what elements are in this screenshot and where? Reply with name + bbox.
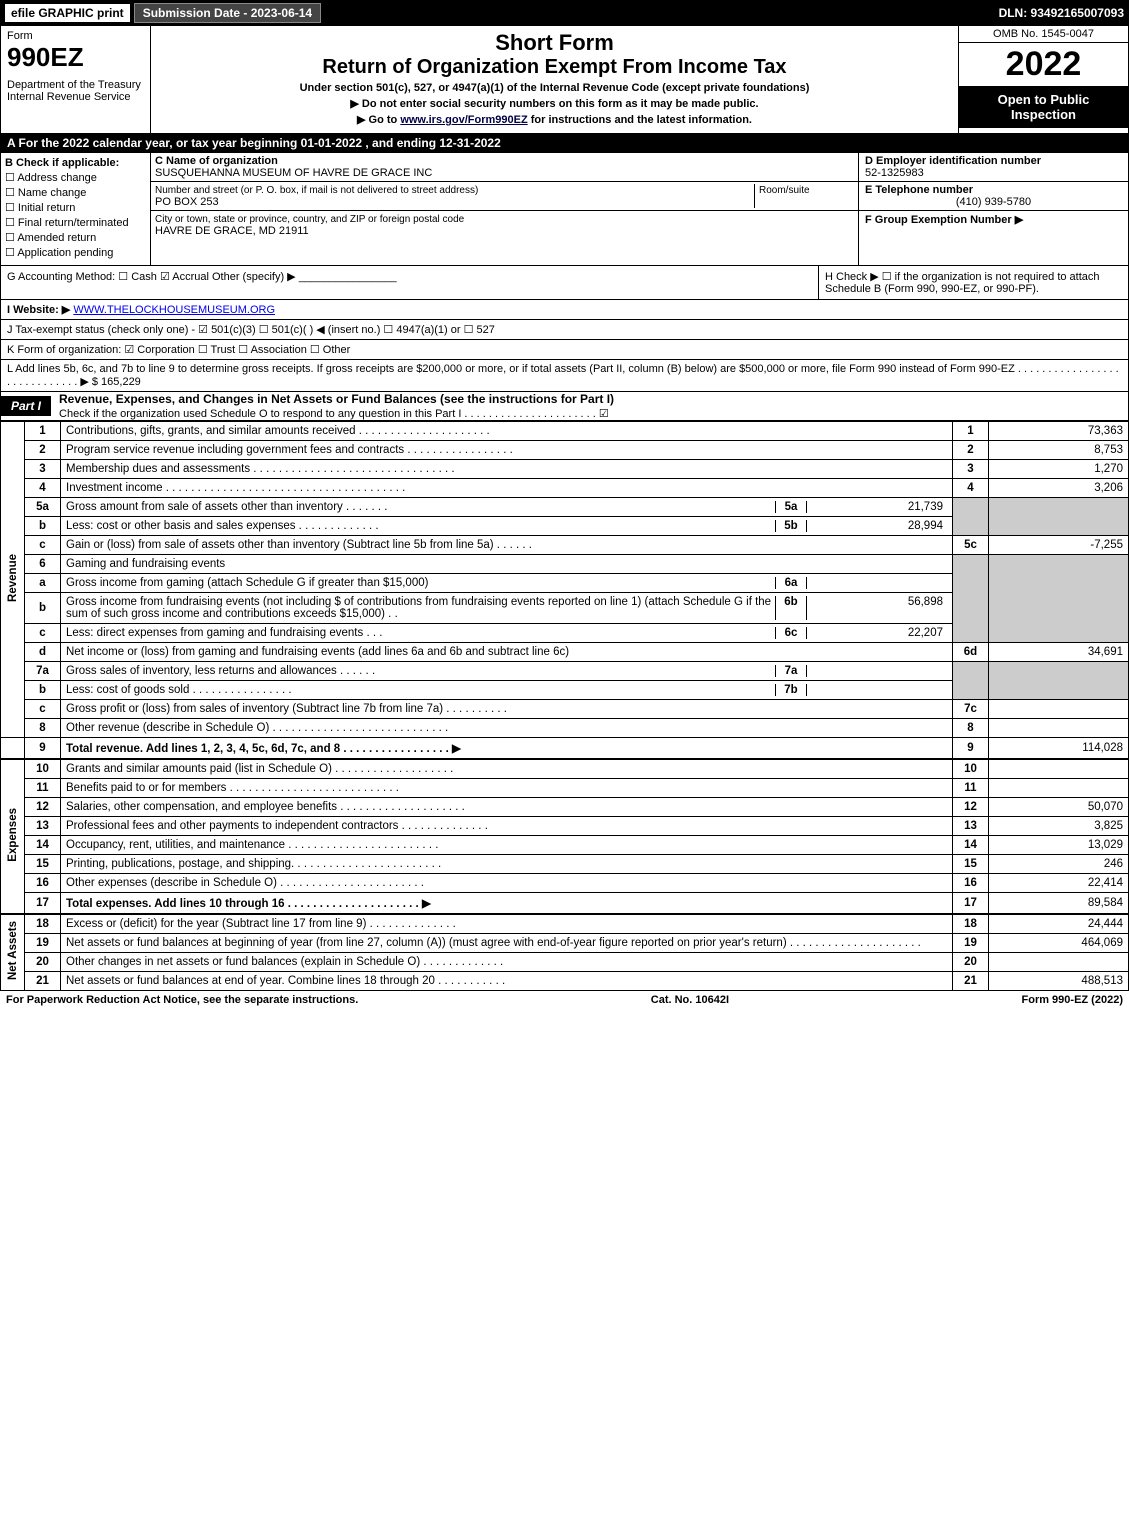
footer-mid: Cat. No. 10642I [651, 994, 729, 1006]
dept-label: Department of the Treasury Internal Reve… [7, 79, 144, 103]
table-row: 5aGross amount from sale of assets other… [1, 498, 1129, 517]
form-id-block: Form 990EZ Department of the Treasury In… [1, 26, 151, 133]
gh-row: G Accounting Method: ☐ Cash ☑ Accrual Ot… [0, 266, 1129, 300]
ck-application-pending[interactable]: ☐ Application pending [5, 246, 146, 259]
line-l: L Add lines 5b, 6c, and 7b to line 9 to … [0, 360, 1129, 392]
table-row: cGain or (loss) from sale of assets othe… [1, 536, 1129, 555]
irs-link[interactable]: www.irs.gov/Form990EZ [400, 114, 527, 126]
table-row: cGross profit or (loss) from sales of in… [1, 700, 1129, 719]
box-b: B Check if applicable: ☐ Address change … [1, 153, 151, 265]
box-def: D Employer identification number52-13259… [858, 153, 1128, 265]
table-row: 19Net assets or fund balances at beginni… [1, 934, 1129, 953]
table-row: 15Printing, publications, postage, and s… [1, 855, 1129, 874]
line-h: H Check ▶ ☐ if the organization is not r… [818, 266, 1128, 299]
box-c: C Name of organization SUSQUEHANNA MUSEU… [151, 153, 858, 265]
part-i-header: Part I Revenue, Expenses, and Changes in… [0, 392, 1129, 421]
footer-right: Form 990-EZ (2022) [1022, 994, 1123, 1006]
net-assets-table: Net Assets 18Excess or (deficit) for the… [0, 914, 1129, 991]
line-i: I Website: ▶ WWW.THELOCKHOUSEMUSEUM.ORG [0, 300, 1129, 320]
table-row: Net Assets 18Excess or (deficit) for the… [1, 915, 1129, 934]
ck-address-change[interactable]: ☐ Address change [5, 171, 146, 184]
title-short-form: Short Form [157, 30, 952, 56]
table-row: 9Total revenue. Add lines 1, 2, 3, 4, 5c… [1, 738, 1129, 759]
open-to-public: Open to Public Inspection [959, 86, 1128, 128]
table-row: 11Benefits paid to or for members . . . … [1, 779, 1129, 798]
title-return: Return of Organization Exempt From Incom… [157, 56, 952, 79]
table-row: Expenses 10Grants and similar amounts pa… [1, 760, 1129, 779]
ein: 52-1325983 [865, 167, 924, 179]
page-footer: For Paperwork Reduction Act Notice, see … [0, 991, 1129, 1009]
submission-date: Submission Date - 2023-06-14 [134, 3, 321, 23]
subtitle-ssn: ▶ Do not enter social security numbers o… [157, 97, 952, 110]
form-title-block: Short Form Return of Organization Exempt… [151, 26, 958, 133]
dln-label: DLN: 93492165007093 [999, 6, 1124, 20]
table-row: 14Occupancy, rent, utilities, and mainte… [1, 836, 1129, 855]
form-header: Form 990EZ Department of the Treasury In… [0, 26, 1129, 134]
tax-year: 2022 [959, 43, 1128, 86]
table-row: 13Professional fees and other payments t… [1, 817, 1129, 836]
line-j: J Tax-exempt status (check only one) - ☑… [0, 320, 1129, 340]
phone: (410) 939-5780 [865, 196, 1122, 208]
table-row: 17Total expenses. Add lines 10 through 1… [1, 893, 1129, 914]
subtitle-goto: ▶ Go to www.irs.gov/Form990EZ for instru… [157, 113, 952, 126]
ck-final-return[interactable]: ☐ Final return/terminated [5, 216, 146, 229]
top-header-bar: efile GRAPHIC print Submission Date - 20… [0, 0, 1129, 26]
table-row: 12Salaries, other compensation, and empl… [1, 798, 1129, 817]
org-name: SUSQUEHANNA MUSEUM OF HAVRE DE GRACE INC [155, 167, 432, 179]
table-row: 2Program service revenue including gover… [1, 441, 1129, 460]
table-row: 7aGross sales of inventory, less returns… [1, 662, 1129, 681]
table-row: 4Investment income . . . . . . . . . . .… [1, 479, 1129, 498]
expenses-table: Expenses 10Grants and similar amounts pa… [0, 759, 1129, 914]
ck-amended-return[interactable]: ☐ Amended return [5, 231, 146, 244]
table-row: 21Net assets or fund balances at end of … [1, 972, 1129, 991]
table-row: 3Membership dues and assessments . . . .… [1, 460, 1129, 479]
form-number: 990EZ [7, 42, 144, 73]
org-street: PO BOX 253 [155, 196, 219, 208]
form-word: Form [7, 30, 144, 42]
line-k: K Form of organization: ☑ Corporation ☐ … [0, 340, 1129, 360]
table-row: dNet income or (loss) from gaming and fu… [1, 643, 1129, 662]
table-row: 6Gaming and fundraising events [1, 555, 1129, 574]
subtitle-section: Under section 501(c), 527, or 4947(a)(1)… [157, 82, 952, 94]
footer-left: For Paperwork Reduction Act Notice, see … [6, 994, 358, 1006]
ck-name-change[interactable]: ☐ Name change [5, 186, 146, 199]
table-row: 8Other revenue (describe in Schedule O) … [1, 719, 1129, 738]
line-a: A For the 2022 calendar year, or tax yea… [0, 134, 1129, 153]
table-row: 16Other expenses (describe in Schedule O… [1, 874, 1129, 893]
table-row: Revenue 1Contributions, gifts, grants, a… [1, 422, 1129, 441]
ck-initial-return[interactable]: ☐ Initial return [5, 201, 146, 214]
bcdef-row: B Check if applicable: ☐ Address change … [0, 153, 1129, 266]
website-link[interactable]: WWW.THELOCKHOUSEMUSEUM.ORG [73, 304, 275, 316]
omb-number: OMB No. 1545-0047 [959, 26, 1128, 43]
table-row: 20Other changes in net assets or fund ba… [1, 953, 1129, 972]
efile-label[interactable]: efile GRAPHIC print [5, 4, 130, 22]
form-right-block: OMB No. 1545-0047 2022 Open to Public In… [958, 26, 1128, 133]
org-city: HAVRE DE GRACE, MD 21911 [155, 225, 309, 237]
revenue-table: Revenue 1Contributions, gifts, grants, a… [0, 421, 1129, 759]
line-g: G Accounting Method: ☐ Cash ☑ Accrual Ot… [1, 266, 818, 299]
